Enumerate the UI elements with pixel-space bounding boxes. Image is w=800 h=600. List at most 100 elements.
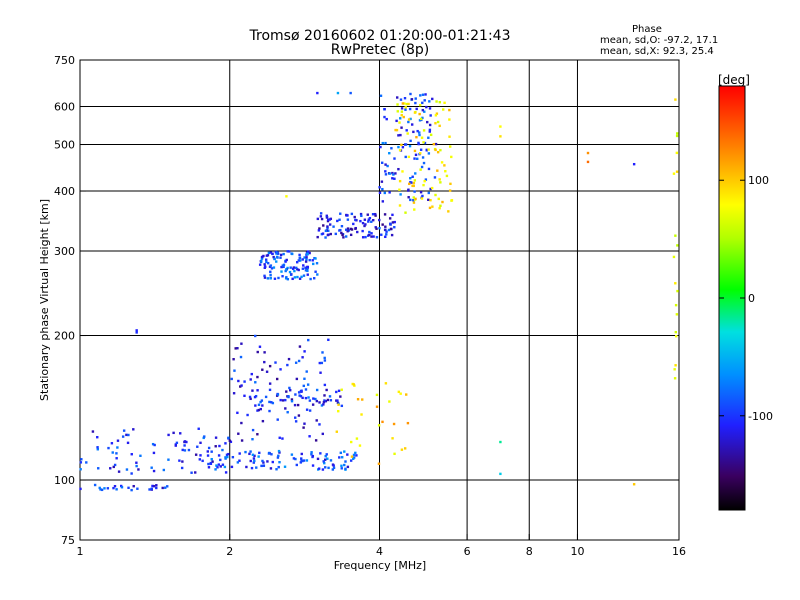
echo-point [404, 211, 407, 214]
echo-point [328, 223, 332, 226]
echo-point [327, 338, 330, 342]
echo-point [314, 439, 318, 442]
echo-point [273, 277, 277, 280]
echo-point [300, 275, 303, 279]
echo-point [305, 256, 308, 259]
echo-point [249, 397, 252, 401]
echo-point [356, 230, 359, 234]
echo-point [172, 431, 175, 435]
echo-point [391, 213, 394, 217]
echo-point [324, 229, 328, 233]
echo-point [279, 398, 282, 402]
echo-point [209, 462, 213, 465]
y-tick-label: 200 [54, 330, 75, 343]
echo-point [399, 392, 402, 395]
echo-point [298, 256, 302, 259]
echo-point [181, 460, 184, 463]
echo-point [196, 445, 199, 448]
echo-point [297, 414, 301, 417]
echo-point [251, 389, 254, 392]
echo-point [428, 206, 432, 210]
echo-point [223, 465, 227, 469]
echo-point [291, 267, 295, 271]
echo-point [674, 334, 678, 338]
echo-point [120, 486, 124, 489]
echo-point [398, 148, 402, 152]
y-tick-label: 75 [61, 534, 75, 547]
echo-point [676, 132, 679, 135]
echo-point [428, 130, 431, 133]
echo-point [321, 232, 325, 235]
echo-point [237, 379, 240, 383]
echo-point [499, 472, 502, 476]
echo-point [303, 256, 306, 259]
echo-point [419, 191, 423, 194]
echo-point [424, 178, 428, 181]
echo-point [346, 465, 350, 469]
echo-point [340, 231, 343, 235]
echo-point [277, 276, 280, 280]
echo-point [414, 172, 417, 175]
echo-point [586, 151, 590, 155]
echo-point [448, 135, 451, 138]
echo-point [346, 453, 349, 456]
echo-point [268, 382, 272, 385]
echo-point [80, 458, 83, 461]
echo-point [343, 450, 346, 453]
echo-point [444, 170, 447, 173]
echo-point [413, 190, 416, 193]
echo-point [303, 422, 306, 425]
echo-point [675, 170, 679, 173]
echo-point [439, 148, 442, 152]
echo-point [281, 437, 284, 440]
echo-point [339, 212, 342, 215]
echo-point [389, 222, 392, 225]
echo-point [148, 488, 151, 491]
echo-point [285, 195, 288, 198]
echo-point [305, 258, 308, 261]
echo-point [246, 413, 249, 417]
echo-point [420, 136, 424, 139]
echo-point [405, 393, 408, 396]
echo-point [282, 252, 285, 256]
echo-point [271, 460, 274, 464]
echo-point [240, 421, 243, 425]
echo-point [198, 458, 202, 461]
echo-point [355, 437, 359, 440]
echo-point [337, 403, 340, 406]
echo-point [307, 396, 310, 399]
echo-point [322, 403, 325, 406]
echo-point [207, 446, 211, 450]
echo-point [279, 368, 282, 371]
echo-point [269, 270, 272, 274]
echo-point [262, 461, 265, 464]
echo-point [675, 151, 679, 155]
echo-point [294, 361, 298, 364]
echo-point [323, 394, 326, 397]
echo-point [407, 188, 410, 191]
echo-point [287, 394, 290, 398]
echo-point [322, 400, 326, 404]
echo-point [306, 250, 310, 253]
echo-point [361, 229, 364, 233]
echo-point [112, 465, 115, 469]
echo-point [110, 442, 114, 445]
echo-point [435, 100, 438, 103]
colorbar-label: [deg] [718, 73, 750, 87]
echo-point [439, 204, 442, 207]
echo-point [130, 488, 133, 492]
y-tick-label: 100 [54, 474, 75, 487]
echo-point [249, 459, 252, 463]
echo-point [260, 399, 264, 402]
echo-point [323, 356, 326, 360]
echo-point [301, 396, 304, 400]
echo-point [162, 468, 166, 472]
echo-point [423, 110, 426, 113]
echo-point [391, 221, 395, 224]
echo-point [407, 118, 411, 121]
echo-point [276, 418, 279, 421]
echo-point [586, 160, 590, 164]
echo-point [228, 439, 232, 442]
echo-point [380, 233, 383, 236]
echo-point [230, 377, 233, 381]
